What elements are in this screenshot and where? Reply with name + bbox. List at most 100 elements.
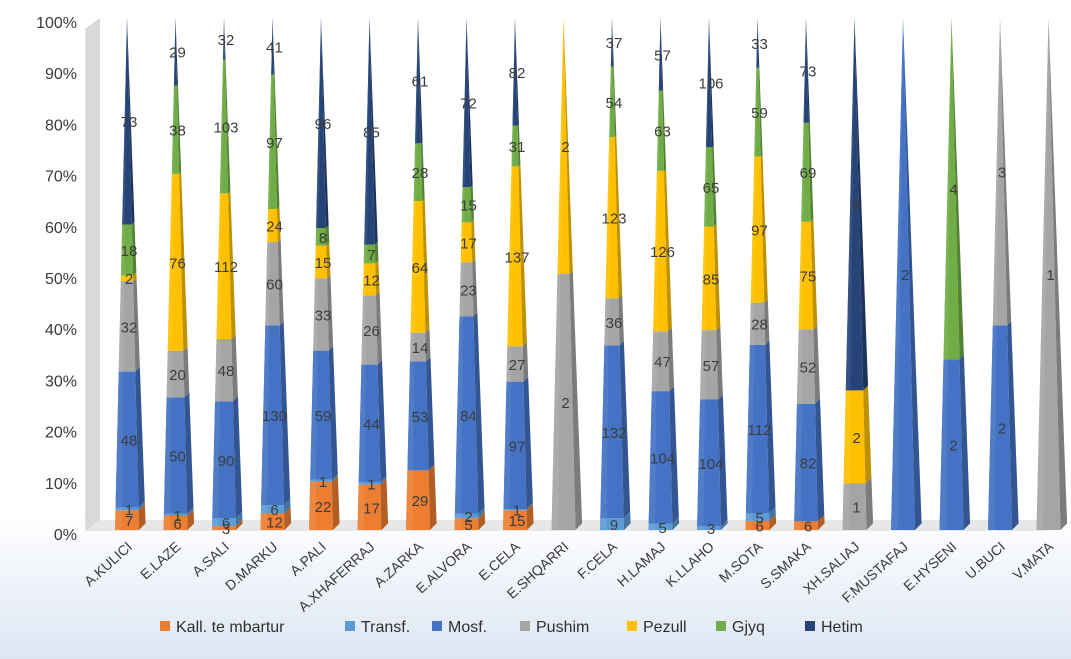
data-label: 123 [601, 211, 626, 228]
x-tick-label: U.BUCI [962, 538, 1008, 582]
pyramid-F.CELA [600, 18, 631, 530]
bar-segment-side [466, 18, 473, 188]
bar-segment-side [272, 18, 275, 75]
pyramid-V.MATA [1036, 18, 1068, 530]
bar-segment-side [865, 477, 874, 530]
bar-segment-side [815, 398, 825, 522]
bar-segment-side [473, 312, 485, 514]
bar-segment-highlight [459, 262, 464, 317]
data-label: 17 [460, 235, 477, 252]
bar-segment-highlight [363, 263, 367, 296]
bar-segment-side [478, 507, 485, 519]
bar-segment-highlight [511, 125, 514, 167]
bar-segment-side [273, 74, 280, 209]
bar-segment-highlight [992, 18, 1000, 326]
bar-segment-highlight [313, 278, 319, 351]
data-label: 97 [509, 438, 526, 455]
data-label: 32 [121, 319, 138, 336]
bar-segment-highlight [796, 329, 803, 404]
bar-segment-highlight [358, 364, 366, 482]
data-label: 28 [412, 165, 429, 182]
data-label: 69 [800, 165, 817, 182]
bar-segment-highlight [605, 137, 611, 299]
data-label: 1 [367, 476, 375, 493]
bar-segment-side [426, 356, 435, 471]
pyramid-A.KULICI [115, 18, 146, 530]
bar-segment-side [517, 124, 521, 167]
data-label: 76 [169, 255, 186, 272]
bar-segment-side [758, 67, 763, 157]
bar-segment-side [425, 328, 431, 362]
bar-segment-highlight [656, 90, 660, 171]
data-label: 84 [460, 408, 477, 425]
data-label: 72 [460, 96, 477, 113]
data-label: 106 [698, 76, 723, 93]
bar-segment-highlight [406, 470, 414, 530]
data-label: 8 [852, 197, 860, 214]
x-tick-label: F.CELA [574, 538, 620, 582]
bar-segment-side [660, 18, 664, 91]
bar-segment-side [854, 18, 869, 391]
data-label: 3 [222, 521, 230, 538]
bar-segment-highlight [697, 526, 704, 530]
data-label: 132 [601, 425, 626, 442]
bar-segment-highlight [701, 226, 707, 331]
pyramid-E.HYSENI [939, 18, 971, 530]
bar-segment-highlight [120, 224, 125, 276]
data-label: 37 [606, 35, 623, 52]
bar-segment-highlight [943, 18, 952, 360]
bar-segment-highlight [268, 74, 272, 209]
bar-segment-side [283, 498, 291, 514]
bar-segment-side [667, 327, 675, 392]
legend-label: Mosf. [448, 619, 487, 636]
legend-swatch [345, 621, 355, 631]
bar-segment-highlight [415, 18, 418, 144]
data-label: 112 [748, 422, 772, 439]
data-label: 5 [464, 517, 472, 534]
bar-segment-highlight [842, 483, 850, 530]
bar-segment-highlight [215, 338, 221, 402]
legend-item: Pezull [627, 619, 687, 636]
bar-segment-highlight [413, 143, 417, 202]
bar-segment-side [428, 464, 437, 530]
legend-swatch [520, 621, 530, 631]
bar-segment-side [331, 473, 338, 482]
bar-segment-highlight [1036, 18, 1049, 530]
bar-segment-highlight [939, 359, 948, 530]
bar-segment-side [228, 191, 236, 339]
data-label: 96 [315, 116, 332, 133]
bar-segment-highlight [653, 170, 659, 332]
data-label: 1 [125, 502, 133, 519]
pyramid-E.CELA [503, 18, 534, 530]
bar-segment-side [808, 121, 814, 222]
bar-segment-side [472, 259, 478, 317]
bar-segment-side [614, 135, 623, 299]
data-label: 9 [610, 517, 618, 534]
data-label: 52 [800, 360, 817, 377]
data-label: 29 [412, 493, 429, 510]
pyramid-K.LLAHO [697, 18, 728, 530]
bar-segment-side [377, 360, 387, 482]
data-label: 15 [460, 198, 477, 215]
bar-segment-side [133, 277, 140, 372]
bar-segment-highlight [705, 18, 709, 148]
bar-segment-highlight [223, 18, 224, 60]
data-label: 17 [363, 500, 380, 517]
data-label: 6 [173, 516, 181, 533]
bar-segment-highlight [801, 122, 805, 222]
pyramid-D.MARKU [260, 18, 292, 530]
legend-item: Kall. te mbartur [160, 619, 285, 636]
data-label: 97 [751, 223, 768, 240]
bar-segment-highlight [798, 221, 804, 330]
bar-segment-highlight [118, 281, 125, 372]
x-tick-label: A.KULICI [81, 538, 135, 589]
plot-area [115, 18, 1068, 530]
data-label: 15 [315, 255, 332, 272]
bar-segment-highlight [115, 371, 124, 508]
bar-segment-side [518, 164, 527, 347]
data-label: 130 [262, 408, 287, 425]
bar-segment-highlight [163, 516, 171, 530]
bar-segment-highlight [316, 18, 321, 229]
bar-segment-side [806, 18, 810, 123]
bar-segment-side [765, 340, 776, 514]
